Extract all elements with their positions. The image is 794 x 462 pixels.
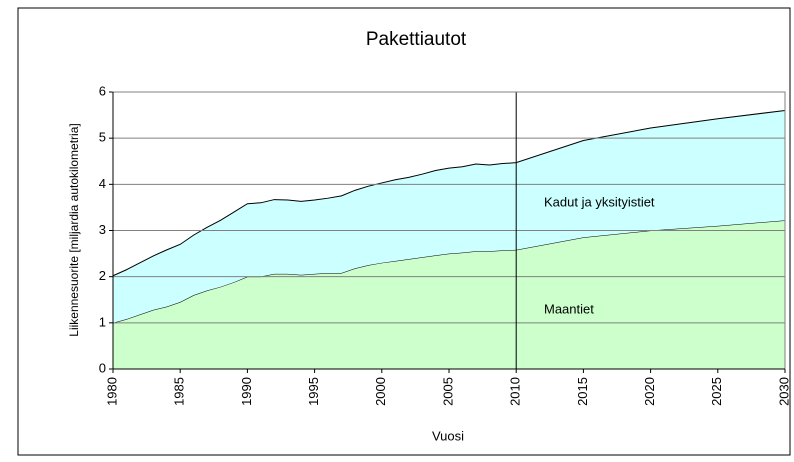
area [113,220,785,369]
y-tick-label: 2 [99,268,106,283]
x-tick-label: 2025 [709,377,724,406]
x-tick-label: 2015 [575,377,590,406]
area-label: Kadut ja yksityistiet [544,194,655,209]
y-tick-label: 1 [99,314,106,329]
y-tick-label: 5 [99,130,106,145]
y-tick-label: 3 [99,222,106,237]
area [113,110,785,323]
x-tick-label: 1995 [306,377,321,406]
y-tick-label: 4 [99,176,106,191]
x-tick-label: 1985 [172,377,187,406]
area-label: Maantiet [544,301,594,316]
area-edge [112,109,786,277]
x-tick-label: 1990 [239,377,254,406]
x-axis-label: Vuosi [432,428,464,443]
y-axis-label: Liikennesuorite [miljardia autokilometri… [67,123,81,336]
y-tick-label: 6 [99,83,106,98]
chart-title: Pakettiautot [366,29,467,50]
x-tick-label: 1980 [104,377,119,406]
x-tick-label: 2000 [373,377,388,406]
y-tick-label: 0 [99,360,106,375]
x-tick-label: 2010 [508,377,523,406]
x-tick-label: 2005 [440,377,455,406]
x-tick-label: 2020 [642,377,657,406]
x-tick-label: 2030 [776,377,791,406]
